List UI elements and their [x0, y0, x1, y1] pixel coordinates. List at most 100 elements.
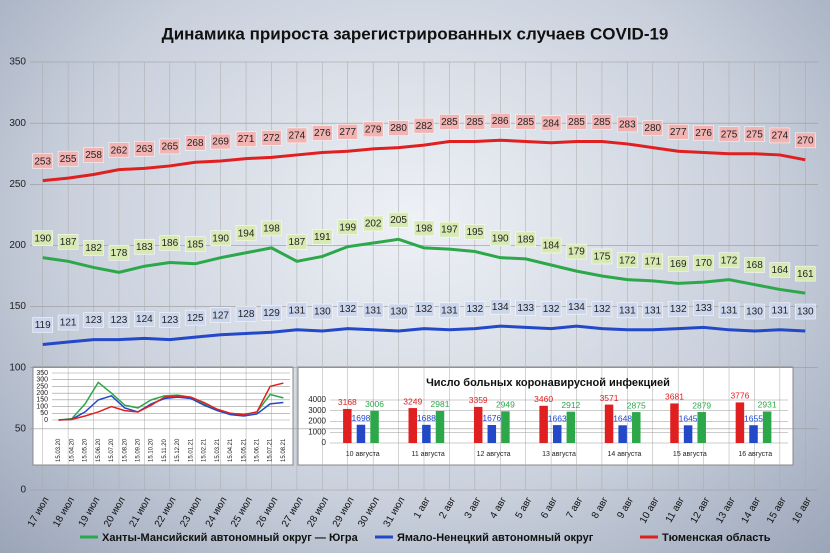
value-label: 1698 — [351, 413, 370, 423]
y-tick-label: 200 — [36, 390, 48, 397]
value-label: 2879 — [692, 400, 711, 410]
value-label-bg — [591, 248, 613, 265]
value-label: 258 — [85, 150, 102, 161]
value-label-bg — [286, 302, 308, 319]
value-label: 1676 — [482, 413, 501, 423]
value-label: 134 — [492, 302, 509, 313]
value-label: 130 — [797, 307, 814, 318]
value-label-bg — [337, 124, 358, 140]
value-label: 168 — [746, 260, 763, 271]
x-tick-label: 1 авг — [412, 495, 433, 521]
value-label: 190 — [212, 233, 229, 244]
value-label-bg — [744, 257, 765, 273]
value-label-bg — [235, 225, 257, 242]
x-tick-label: 15.06.21 — [255, 438, 261, 462]
value-label-bg — [83, 147, 104, 163]
y-tick-label: 350 — [9, 57, 26, 68]
value-label: 124 — [136, 314, 153, 325]
x-tick-label: 18 июл — [51, 495, 77, 529]
value-label-bg — [464, 224, 486, 240]
value-label-bg — [388, 212, 409, 228]
value-label: 3681 — [665, 392, 684, 402]
value-label-bg — [312, 229, 333, 245]
value-label-bg — [210, 230, 231, 246]
value-label-bg — [515, 114, 536, 130]
value-label-bg — [159, 138, 181, 155]
legend-label: Тюменская область — [662, 532, 771, 544]
x-tick-label: 14 августа — [608, 451, 642, 458]
value-label: 276 — [314, 128, 331, 139]
bar — [501, 411, 510, 443]
x-tick-label: 15.04.21 — [228, 438, 234, 462]
value-label: 282 — [416, 121, 433, 132]
value-label: 3249 — [403, 396, 422, 406]
value-label-bg — [286, 127, 308, 144]
value-label-bg — [312, 303, 333, 320]
value-label-bg — [439, 221, 460, 238]
value-label: 271 — [238, 134, 255, 145]
value-label: 132 — [594, 304, 611, 315]
value-label: 133 — [517, 303, 534, 314]
x-tick-label: 15.03.21 — [215, 438, 221, 462]
x-tick-label: 12 августа — [477, 451, 511, 458]
value-label: 131 — [441, 305, 458, 316]
bar — [435, 410, 445, 443]
x-tick-label: 15.05.20 — [83, 438, 89, 462]
value-label-bg — [184, 309, 206, 326]
x-tick-label: 15.08.20 — [122, 438, 128, 462]
value-label-bg — [134, 141, 155, 157]
value-label: 274 — [289, 131, 306, 142]
series-line — [58, 394, 284, 421]
value-label-bg — [591, 114, 613, 130]
value-label-bg — [439, 114, 460, 130]
x-tick-label: 16 авг — [790, 495, 814, 525]
value-label-bg — [769, 127, 791, 144]
value-label-bg — [108, 142, 130, 158]
value-label: 275 — [746, 129, 763, 140]
value-label: 125 — [187, 313, 204, 324]
value-label-bg — [642, 302, 664, 319]
x-tick-label: 28 июл — [305, 495, 331, 529]
value-label-bg — [744, 126, 765, 142]
value-label: 178 — [111, 248, 128, 259]
value-label: 283 — [619, 120, 636, 131]
value-label-bg — [261, 305, 282, 321]
value-label: 131 — [289, 305, 306, 316]
value-label: 284 — [543, 118, 560, 129]
x-tick-label: 13 авг — [714, 495, 738, 525]
bar — [539, 405, 548, 443]
value-label-bg — [795, 303, 816, 320]
value-label-bg — [795, 132, 816, 149]
value-label-bg — [566, 298, 587, 315]
value-label-bg — [32, 153, 53, 169]
y-tick-label: 250 — [9, 179, 26, 190]
value-label: 179 — [568, 247, 585, 258]
x-tick-label: 22 июл — [153, 495, 179, 529]
value-label-bg — [617, 116, 638, 133]
value-label-bg — [718, 252, 740, 268]
value-label: 187 — [60, 237, 77, 248]
bar — [566, 411, 576, 443]
value-label: 274 — [772, 131, 789, 142]
value-label-bg — [693, 300, 714, 316]
y-tick-label: 300 — [9, 118, 26, 129]
x-tick-label: 10 августа — [346, 451, 380, 458]
value-label-bg — [693, 254, 714, 271]
value-label-bg — [591, 301, 613, 317]
bar — [670, 403, 679, 443]
value-label-bg — [693, 125, 714, 141]
y-tick-label: 3000 — [308, 406, 326, 415]
x-tick-label: 15.12.20 — [175, 438, 181, 462]
value-label-bg — [362, 121, 384, 138]
value-label: 132 — [466, 304, 483, 315]
value-label: 279 — [365, 124, 382, 135]
value-label: 253 — [34, 156, 51, 167]
value-label: 265 — [161, 142, 178, 153]
value-label: 1655 — [744, 413, 763, 423]
value-label: 191 — [314, 232, 331, 243]
value-label: 3168 — [338, 397, 357, 407]
x-tick-label: 15.07.20 — [109, 438, 115, 462]
series-line — [42, 324, 806, 346]
x-tick-label: 3 авг — [463, 495, 484, 521]
y-tick-label: 0 — [44, 417, 48, 424]
